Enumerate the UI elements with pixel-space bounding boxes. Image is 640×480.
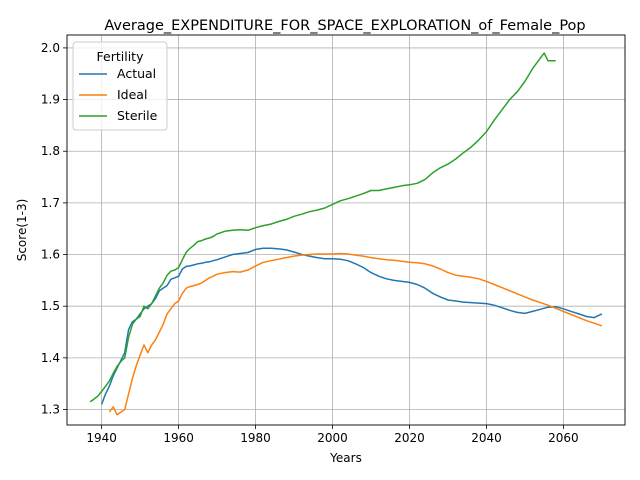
x-tick-label: 1940 (86, 431, 117, 445)
y-tick-label: 1.5 (41, 299, 60, 313)
y-tick-label: 1.6 (41, 248, 60, 262)
x-tick-label: 2020 (394, 431, 425, 445)
legend: Fertility Actual Ideal Sterile (72, 41, 168, 131)
x-tick-label: 1980 (240, 431, 271, 445)
x-tick-label: 2060 (548, 431, 579, 445)
legend-box (72, 41, 168, 131)
y-tick-label: 1.4 (41, 351, 60, 365)
y-axis-label: Score(1-3) (15, 199, 29, 262)
plot-frame (66, 34, 626, 426)
legend-entry-sterile: Sterile (117, 108, 158, 123)
series-line-ideal (108, 252, 603, 416)
y-tick-label: 2.0 (41, 41, 60, 55)
y-tick-label: 1.8 (41, 144, 60, 158)
x-axis-label: Years (329, 451, 362, 465)
series-line-sterile (89, 52, 556, 403)
legend-title: Fertility (97, 49, 145, 64)
legend-entry-ideal: Ideal (117, 87, 147, 102)
x-tick-label: 2000 (317, 431, 348, 445)
y-tick-label: 1.9 (41, 93, 60, 107)
y-tick-label: 1.3 (41, 403, 60, 417)
x-tick-label: 1960 (163, 431, 194, 445)
legend-entry-actual: Actual (117, 66, 156, 81)
chart-title: Average_EXPENDITURE_FOR_SPACE_EXPLORATIO… (104, 18, 585, 34)
axis-ticks: 1940 1960 1980 2000 2020 2040 2060 1.3 1.4 1.5 1.6… (41, 41, 579, 445)
y-tick-label: 1.7 (41, 196, 60, 210)
x-tick-label: 2040 (471, 431, 502, 445)
series-lines (89, 52, 603, 416)
